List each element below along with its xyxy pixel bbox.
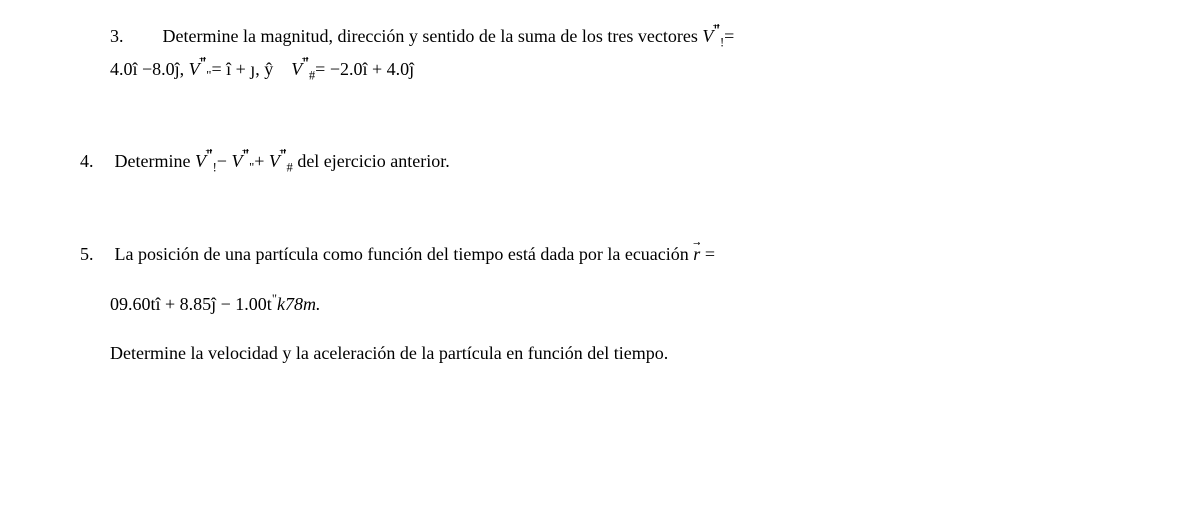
p5-line3-text: Determine la velocidad y la aceleración … [110,343,668,363]
problem-4-prefix: Determine [115,151,195,171]
problem-3-line1: 3. Determine la magnitud, dirección y se… [110,20,1100,53]
p5-equals: = [700,244,715,264]
v2-expr: = î + ȷ, ŷ [211,59,273,79]
equals-1: = [724,26,734,46]
line2-prefix: 4.0î −8.0ĵ, [110,59,189,79]
problem-5-number: 5. [80,240,110,269]
problem-3-line2: 4.0î −8.0ĵ, V"⃗"= î + ȷ, ŷ V"⃗#= −2.0î +… [110,53,1100,86]
problem-5: 5. La posición de una partícula como fun… [80,238,1100,367]
problem-3: 3. Determine la magnitud, dirección y se… [80,20,1100,85]
problem-4-suffix: del ejercicio anterior. [293,151,450,171]
p4-v3-arrow: "⃗ [280,148,287,164]
p5-line2-main: 09.60tî + 8.85ĵ − 1.00t [110,294,272,314]
problem-4: 4. Determine V"⃗!− V"⃗"+ V"⃗# del ejerci… [80,145,1100,178]
problem-5-line2: 09.60tî + 8.85ĵ − 1.00t"k78m. [80,289,1100,319]
problem-5-line3: Determine la velocidad y la aceleración … [80,339,1100,368]
p5-line1-prefix: La posición de una partícula como funció… [115,244,694,264]
v3-expr: = −2.0î + 4.0ĵ [315,59,414,79]
problem-4-number: 4. [80,147,110,176]
p5-line2-suffix: k78m. [277,294,321,314]
problem-5-line1: 5. La posición de una partícula como fun… [80,238,1100,269]
v2-symbol: V [189,59,200,79]
p4-v1-symbol: V [195,151,206,171]
p4-v1-arrow: "⃗ [206,148,213,164]
p4-v2-symbol: V [231,151,242,171]
v1-symbol: V [702,26,713,46]
spacer [273,59,291,79]
p4-v3-symbol: V [269,151,280,171]
p4-minus: − [217,151,232,171]
v3-symbol: V [291,59,302,79]
v1-arrow: "⃗ [713,23,720,39]
problem-3-intro: Determine la magnitud, dirección y senti… [163,26,703,46]
problem-3-number: 3. [110,22,140,51]
p4-plus: + [254,151,269,171]
v3-arrow: "⃗ [302,56,309,72]
